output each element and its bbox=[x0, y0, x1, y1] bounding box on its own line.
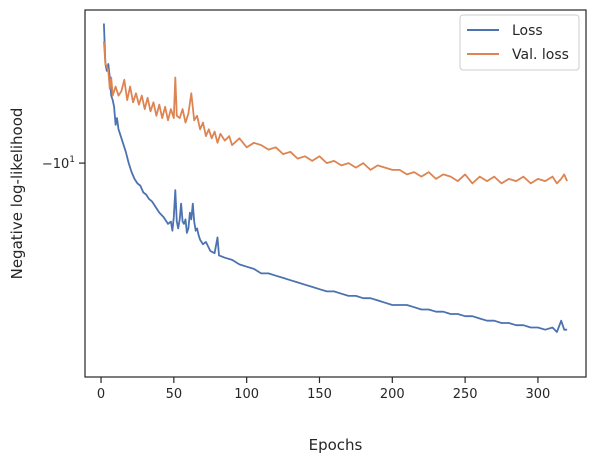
x-tick-label: 150 bbox=[307, 387, 332, 402]
x-tick-label: 300 bbox=[526, 387, 551, 402]
legend-frame bbox=[459, 14, 580, 71]
x-axis: 0 50 100 150 200 250 300 bbox=[97, 377, 550, 402]
legend-label-val-loss: Val. loss bbox=[512, 47, 569, 63]
y-axis: −101 bbox=[42, 155, 85, 172]
x-tick-label: 0 bbox=[97, 387, 105, 402]
y-axis-label: Negative log-likelihood bbox=[8, 108, 26, 280]
legend: Loss Val. loss bbox=[459, 14, 580, 71]
x-tick-label: 250 bbox=[453, 387, 478, 402]
legend-label-loss: Loss bbox=[512, 23, 543, 39]
series-line-loss bbox=[103, 23, 568, 333]
y-tick-label: −101 bbox=[42, 155, 75, 172]
x-tick-label: 50 bbox=[166, 387, 183, 402]
series-layer bbox=[103, 23, 568, 333]
plot-area-frame bbox=[84, 9, 587, 378]
x-tick-label: 200 bbox=[380, 387, 405, 402]
series-line-val-loss bbox=[103, 41, 568, 185]
x-tick-label: 100 bbox=[234, 387, 259, 402]
x-axis-label: Epochs bbox=[309, 436, 363, 454]
